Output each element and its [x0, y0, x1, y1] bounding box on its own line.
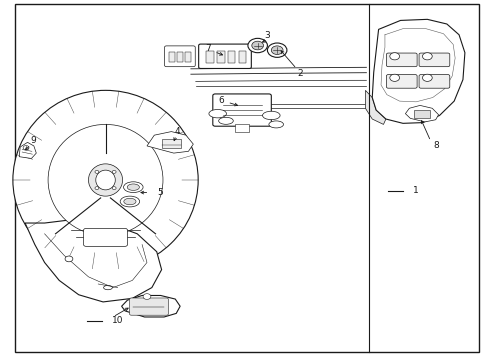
- Circle shape: [247, 39, 267, 53]
- FancyBboxPatch shape: [129, 298, 168, 315]
- Circle shape: [65, 256, 73, 262]
- FancyBboxPatch shape: [212, 94, 271, 126]
- Polygon shape: [365, 90, 385, 125]
- Text: 9: 9: [30, 136, 36, 145]
- Text: 10: 10: [112, 316, 123, 325]
- Bar: [227, 51, 235, 63]
- Bar: [413, 110, 429, 118]
- FancyBboxPatch shape: [198, 44, 251, 68]
- Text: 4: 4: [174, 127, 180, 136]
- Bar: [234, 124, 249, 132]
- FancyBboxPatch shape: [418, 53, 449, 67]
- FancyBboxPatch shape: [386, 75, 416, 88]
- Bar: [217, 51, 224, 63]
- Text: 8: 8: [433, 141, 439, 150]
- Ellipse shape: [262, 111, 280, 120]
- Text: 3: 3: [264, 31, 270, 40]
- Text: 7: 7: [204, 44, 210, 53]
- Ellipse shape: [127, 184, 139, 190]
- Ellipse shape: [123, 198, 136, 205]
- Circle shape: [23, 145, 29, 150]
- Ellipse shape: [120, 196, 140, 207]
- FancyBboxPatch shape: [418, 75, 449, 88]
- Ellipse shape: [208, 109, 226, 118]
- Polygon shape: [25, 220, 161, 302]
- Ellipse shape: [88, 164, 122, 196]
- Polygon shape: [122, 296, 180, 317]
- Circle shape: [112, 170, 116, 173]
- Bar: [238, 51, 245, 63]
- Ellipse shape: [218, 117, 233, 124]
- Circle shape: [251, 41, 263, 50]
- Bar: [206, 51, 213, 63]
- Ellipse shape: [96, 170, 115, 190]
- Circle shape: [422, 53, 431, 60]
- Bar: [168, 52, 174, 62]
- FancyBboxPatch shape: [386, 53, 416, 67]
- Polygon shape: [19, 142, 36, 158]
- Circle shape: [271, 46, 283, 54]
- Polygon shape: [371, 19, 464, 123]
- Circle shape: [143, 294, 151, 300]
- Ellipse shape: [268, 121, 283, 128]
- Circle shape: [389, 74, 399, 81]
- Bar: [177, 52, 183, 62]
- FancyBboxPatch shape: [83, 228, 127, 246]
- Text: 2: 2: [297, 69, 303, 78]
- Bar: [185, 52, 191, 62]
- FancyBboxPatch shape: [164, 46, 195, 67]
- Ellipse shape: [48, 125, 163, 235]
- Circle shape: [267, 43, 286, 57]
- Circle shape: [389, 53, 399, 60]
- Text: 5: 5: [158, 188, 163, 197]
- Text: 6: 6: [218, 96, 224, 105]
- Ellipse shape: [123, 182, 143, 193]
- Polygon shape: [147, 132, 193, 153]
- Ellipse shape: [13, 90, 198, 270]
- Bar: [161, 139, 181, 148]
- Ellipse shape: [103, 285, 112, 290]
- Circle shape: [112, 187, 116, 190]
- Polygon shape: [405, 105, 438, 122]
- Circle shape: [422, 74, 431, 81]
- Circle shape: [95, 170, 99, 173]
- Circle shape: [95, 187, 99, 190]
- Text: 1: 1: [412, 186, 418, 195]
